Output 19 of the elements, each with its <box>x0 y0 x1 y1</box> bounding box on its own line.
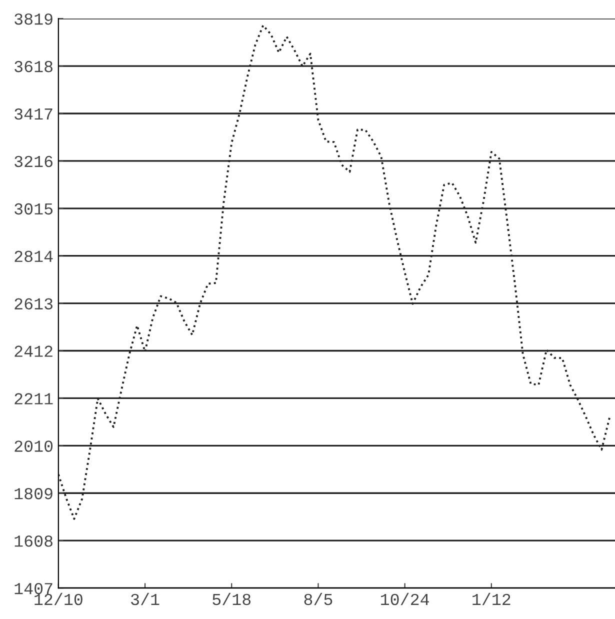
y-tick-label: 3618 <box>14 60 52 72</box>
y-tick-label: 2814 <box>14 250 53 262</box>
y-tick-label: 2613 <box>14 298 52 310</box>
x-tick-label: 1/12 <box>472 592 510 606</box>
y-tick-label: 3216 <box>14 156 52 168</box>
y-tick-label: 2211 <box>14 393 53 404</box>
y-tick-label: 3819 <box>14 13 52 25</box>
y-tick-label: 2010 <box>14 440 53 452</box>
y-tick-label: 3417 <box>14 108 52 120</box>
x-tick-label: 5/18 <box>212 592 251 606</box>
x-tick-label: 3/1 <box>131 592 160 606</box>
x-tick-label: 10/24 <box>381 592 429 606</box>
y-tick-label: 1608 <box>14 535 52 547</box>
y-tick-label: 1407 <box>14 582 52 594</box>
x-tick-label: 8/5 <box>304 592 332 606</box>
x-tick-label: 12/10 <box>34 592 82 606</box>
y-tick-label: 3015 <box>14 203 52 215</box>
y-tick-label: 1809 <box>14 488 52 500</box>
y-tick-label: 2412 <box>14 346 52 357</box>
